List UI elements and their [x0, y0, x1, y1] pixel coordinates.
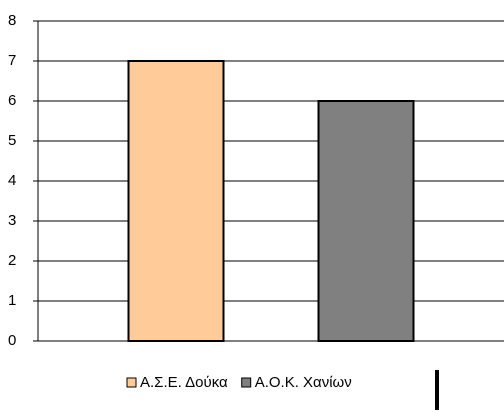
legend-swatch — [126, 377, 137, 388]
bar — [127, 60, 225, 342]
y-tick-label: 3 — [8, 212, 16, 229]
y-tick-label: 5 — [8, 132, 16, 149]
y-tick-label: 1 — [8, 292, 16, 309]
y-tick-label: 4 — [8, 172, 16, 189]
legend-swatch — [241, 377, 252, 388]
legend-label: Α.Ο.Κ. Χανίων — [255, 374, 352, 391]
y-tick-label: 2 — [8, 252, 16, 269]
legend-label: Α.Σ.Ε. Δούκα — [140, 374, 228, 391]
y-tick-label: 8 — [8, 12, 16, 29]
y-tick-label: 0 — [8, 332, 16, 349]
bar — [317, 100, 415, 342]
cursor — [435, 370, 439, 410]
y-tick-label: 6 — [8, 92, 16, 109]
y-tick-label: 7 — [8, 52, 16, 69]
